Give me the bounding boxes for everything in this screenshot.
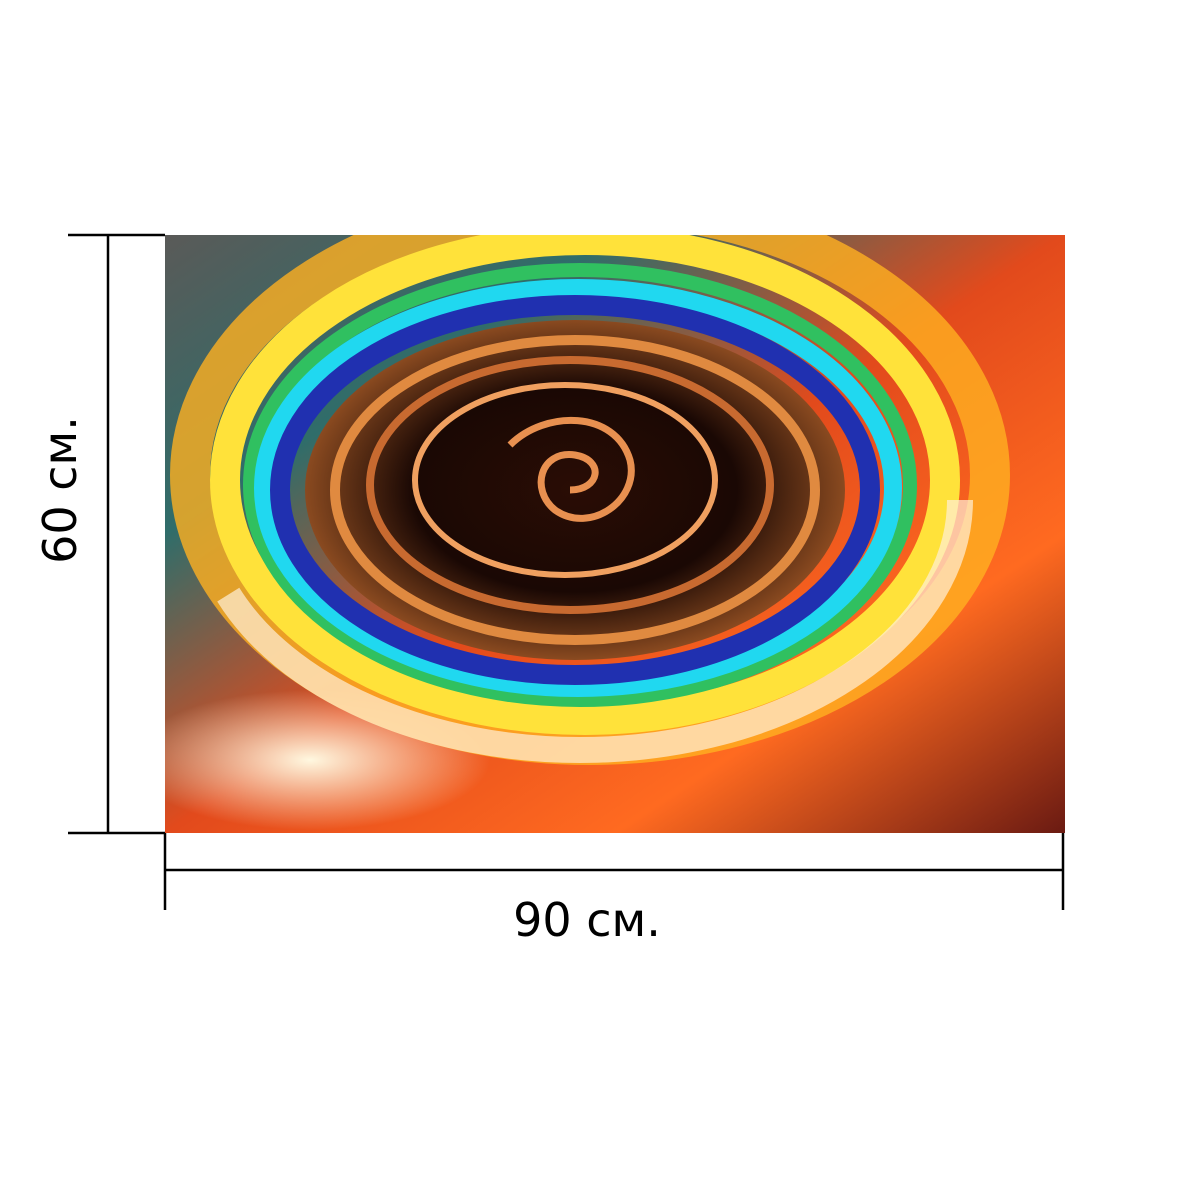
height-label: 60 см. [33,416,87,564]
width-dimension: 90 см. [163,833,1065,947]
height-dimension: 60 см. [33,233,165,835]
artwork [165,235,1065,833]
width-label: 90 см. [513,893,661,947]
